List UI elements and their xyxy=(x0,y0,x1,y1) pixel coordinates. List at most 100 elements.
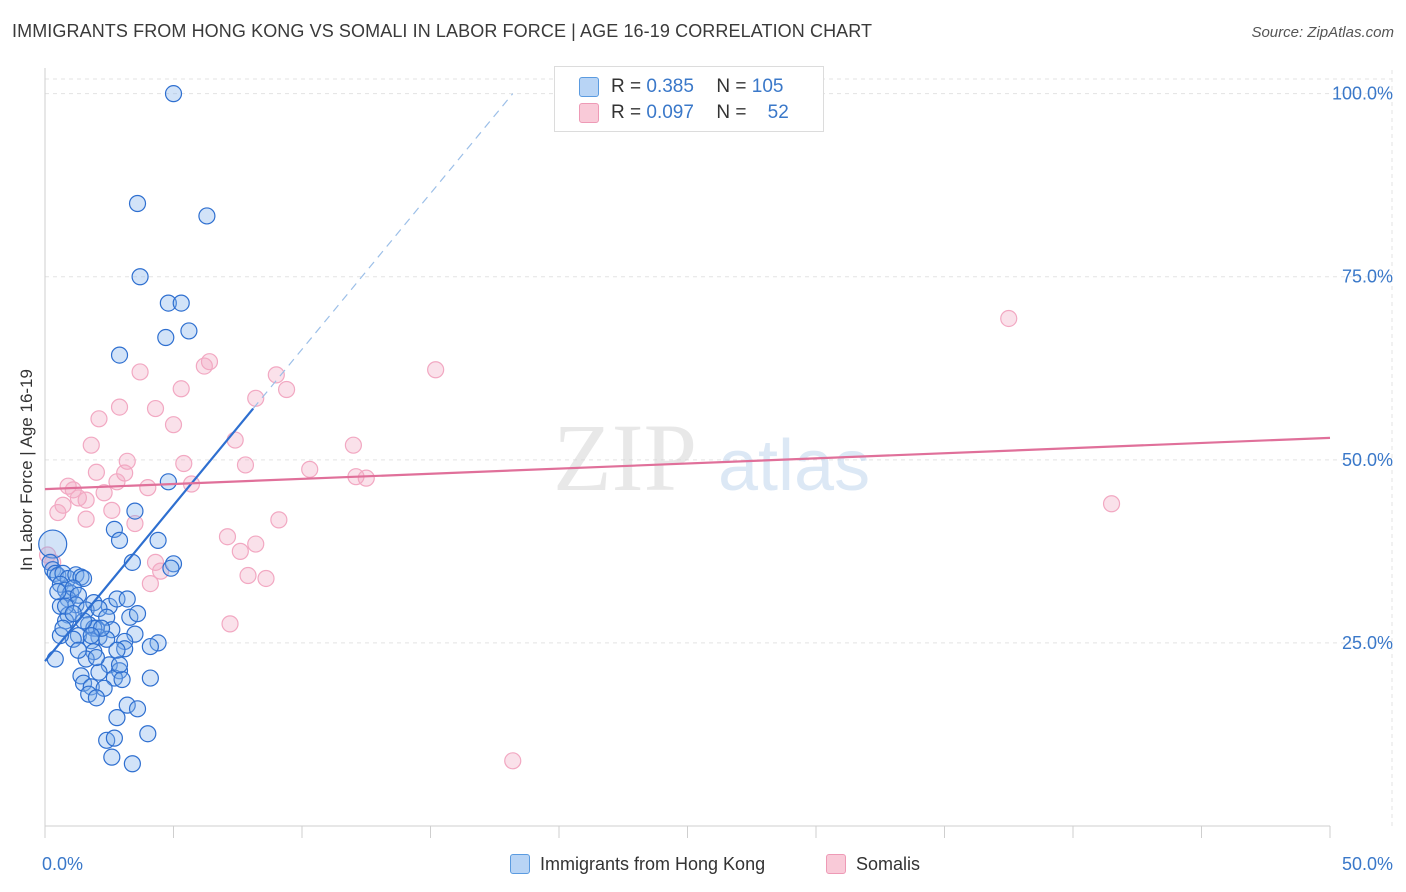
somalis-point xyxy=(221,615,239,633)
hong-kong-point xyxy=(105,520,123,538)
somalis-point xyxy=(77,491,95,509)
somalis-point xyxy=(172,380,190,398)
hong-kong-point xyxy=(110,531,129,549)
hong-kong-point xyxy=(90,663,108,681)
somalis-point xyxy=(270,511,288,529)
hong-kong-point xyxy=(126,502,144,520)
somalis-point xyxy=(1000,309,1018,328)
hong-kong-point xyxy=(128,194,147,213)
hong-kong-point xyxy=(38,529,68,559)
hong-kong-point xyxy=(172,294,190,312)
trendlines xyxy=(44,93,1331,662)
hong-kong-point xyxy=(128,605,147,623)
hong-kong-point xyxy=(128,700,147,718)
hong-kong-point xyxy=(198,207,216,225)
somalis-point xyxy=(131,363,149,381)
y-tick-label: 50.0% xyxy=(1342,450,1393,470)
legend-n-value: 105 xyxy=(751,76,784,97)
somalis-point xyxy=(267,366,285,384)
hong-kong-point xyxy=(162,559,180,577)
hong-kong-point xyxy=(180,322,198,340)
hong-kong-point xyxy=(110,656,129,674)
correlation-legend: R = 0.385 N = 105 R = 0.097 N = 52 xyxy=(554,66,824,132)
hong-kong-point xyxy=(87,648,106,667)
source-label: Source: ZipAtlas.com xyxy=(1251,24,1394,41)
hong-kong-point xyxy=(103,748,121,766)
somalis-point xyxy=(301,460,319,478)
hong-kong-point xyxy=(49,583,67,601)
hong-kong-trendline xyxy=(44,407,255,662)
hong-kong-point xyxy=(164,85,183,103)
somalis-point xyxy=(504,752,522,770)
legend-r-label: R = xyxy=(611,76,642,97)
hong-kong-point xyxy=(123,755,141,773)
somalis-point xyxy=(82,436,100,454)
hong-kong-point xyxy=(113,670,131,689)
somalis-point xyxy=(427,361,445,379)
somalis-point xyxy=(247,389,265,407)
bottom-legend-somalis[interactable]: Somalis xyxy=(826,852,920,876)
somalis-point xyxy=(95,484,113,502)
hong-kong-point xyxy=(141,637,159,656)
somalis-point xyxy=(344,436,362,454)
bottom-legend-swatch-hong-kong xyxy=(510,854,530,874)
bottom-legend-label: Somalis xyxy=(856,853,921,874)
x-tick-label: 50.0% xyxy=(1342,854,1393,874)
somalis-point xyxy=(239,566,257,585)
somalis-point xyxy=(77,510,95,528)
grid-lines xyxy=(45,70,1393,826)
legend-r-value: 0.385 xyxy=(646,76,694,97)
hong-kong-point xyxy=(82,626,100,645)
chart-title: IMMIGRANTS FROM HONG KONG VS SOMALI IN L… xyxy=(12,21,873,41)
legend-row-somalis: R = 0.097 N = 52 xyxy=(579,101,789,125)
somalis-point xyxy=(139,479,157,497)
hong-kong-point xyxy=(64,630,82,648)
hong-kong-point xyxy=(110,346,129,364)
somalis-point xyxy=(126,514,144,533)
tick-labels: 25.0% 50.0% 75.0% 100.0% 0.0% 50.0% xyxy=(42,84,1393,874)
somalis-point xyxy=(226,431,244,449)
x-tick-label: 0.0% xyxy=(42,854,83,874)
legend-n-label: N = xyxy=(716,102,747,123)
y-tick-label: 25.0% xyxy=(1342,633,1393,653)
legend-n-value: 52 xyxy=(767,102,789,123)
bottom-legend-hong-kong[interactable]: Immigrants from Hong Kong xyxy=(510,852,765,876)
bottom-legend-swatch-somalis xyxy=(826,854,846,874)
somalis-point xyxy=(110,398,129,416)
somalis-point xyxy=(141,574,159,593)
hong-kong-point xyxy=(108,641,126,659)
legend-row-hong-kong: R = 0.385 N = 105 xyxy=(579,75,783,99)
legend-swatch-hong-kong xyxy=(579,77,599,97)
bottom-legend-label: Immigrants from Hong Kong xyxy=(540,853,766,874)
somalis-point xyxy=(146,399,165,418)
somalis-points xyxy=(38,309,1121,770)
hong-kong-point xyxy=(139,725,157,743)
hong-kong-trendline-extension xyxy=(252,93,514,409)
axes xyxy=(44,68,1331,838)
hong-kong-point xyxy=(46,650,64,668)
legend-n-label: N = xyxy=(716,76,747,97)
somalis-point xyxy=(87,463,106,481)
somalis-point xyxy=(146,553,165,571)
hong-kong-point xyxy=(118,590,136,608)
y-axis-label: In Labor Force | Age 16-19 xyxy=(17,369,36,571)
hong-kong-point xyxy=(157,328,175,347)
y-tick-label: 100.0% xyxy=(1332,84,1393,104)
legend-swatch-somalis xyxy=(579,103,599,123)
somalis-point xyxy=(164,416,183,434)
hong-kong-point xyxy=(87,689,106,707)
somalis-point xyxy=(218,528,237,546)
somalis-point xyxy=(357,469,375,487)
somalis-point xyxy=(103,501,121,519)
somalis-point xyxy=(152,562,170,580)
hong-kong-points xyxy=(38,85,216,773)
somalis-trendline xyxy=(44,436,1331,491)
hong-kong-point xyxy=(141,669,159,687)
somalis-point xyxy=(90,410,108,428)
hong-kong-point xyxy=(149,531,167,549)
watermark-atlas: atlas xyxy=(718,426,870,506)
somalis-point xyxy=(236,456,255,474)
somalis-point xyxy=(195,357,213,375)
hong-kong-point xyxy=(118,696,136,714)
